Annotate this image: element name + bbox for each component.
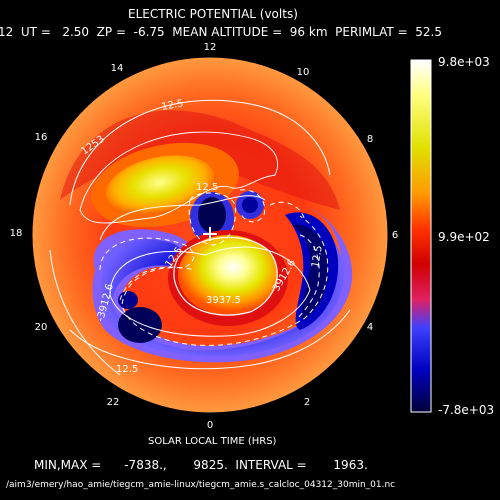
clock-label-group: 12 10 8 6 4 2 0 22 20 18 16 14	[10, 42, 399, 431]
data-file-path: /aim3/emery/hao_amie/tiegcm_amie-linux/t…	[6, 480, 396, 490]
clock-label-20: 20	[35, 322, 48, 333]
clock-label-12: 12	[204, 42, 217, 53]
plot-subtitle: 12 UT = 2.50 ZP = -6.75 MEAN ALTITUDE = …	[0, 25, 442, 39]
clock-label-10: 10	[297, 67, 310, 78]
pole-cross-icon	[203, 227, 217, 241]
negative-contours	[99, 189, 329, 346]
plot-title: ELECTRIC POTENTIAL (volts)	[128, 7, 298, 21]
clock-label-22: 22	[107, 397, 120, 408]
colorbar-min-label: -7.8e+03	[438, 403, 495, 417]
contour-label: 12.5	[116, 364, 138, 375]
colorbar-mid-label: 9.9e+02	[438, 230, 490, 244]
colorbar-max-label: 9.8e+03	[438, 55, 490, 69]
contour-label: 12.5	[161, 98, 185, 113]
colorbar-gradient	[410, 59, 432, 413]
colorbar	[410, 59, 432, 413]
clock-label-6: 6	[392, 230, 398, 241]
clock-label-8: 8	[367, 134, 373, 145]
x-axis-label: SOLAR LOCAL TIME (HRS)	[148, 436, 277, 447]
clock-label-4: 4	[367, 322, 373, 333]
clock-label-16: 16	[35, 132, 48, 143]
contour-label: 12.5	[310, 245, 325, 269]
min-max-interval: MIN,MAX = -7838., 9825. INTERVAL = 1963.	[34, 458, 368, 472]
contour-label: 3937.5	[206, 295, 241, 306]
contour-lines	[49, 99, 351, 376]
clock-label-2: 2	[304, 397, 310, 408]
clock-label-0: 0	[207, 420, 213, 431]
clock-label-14: 14	[111, 63, 124, 74]
clock-label-18: 18	[10, 228, 23, 239]
contour-label: 12.5	[196, 182, 218, 193]
